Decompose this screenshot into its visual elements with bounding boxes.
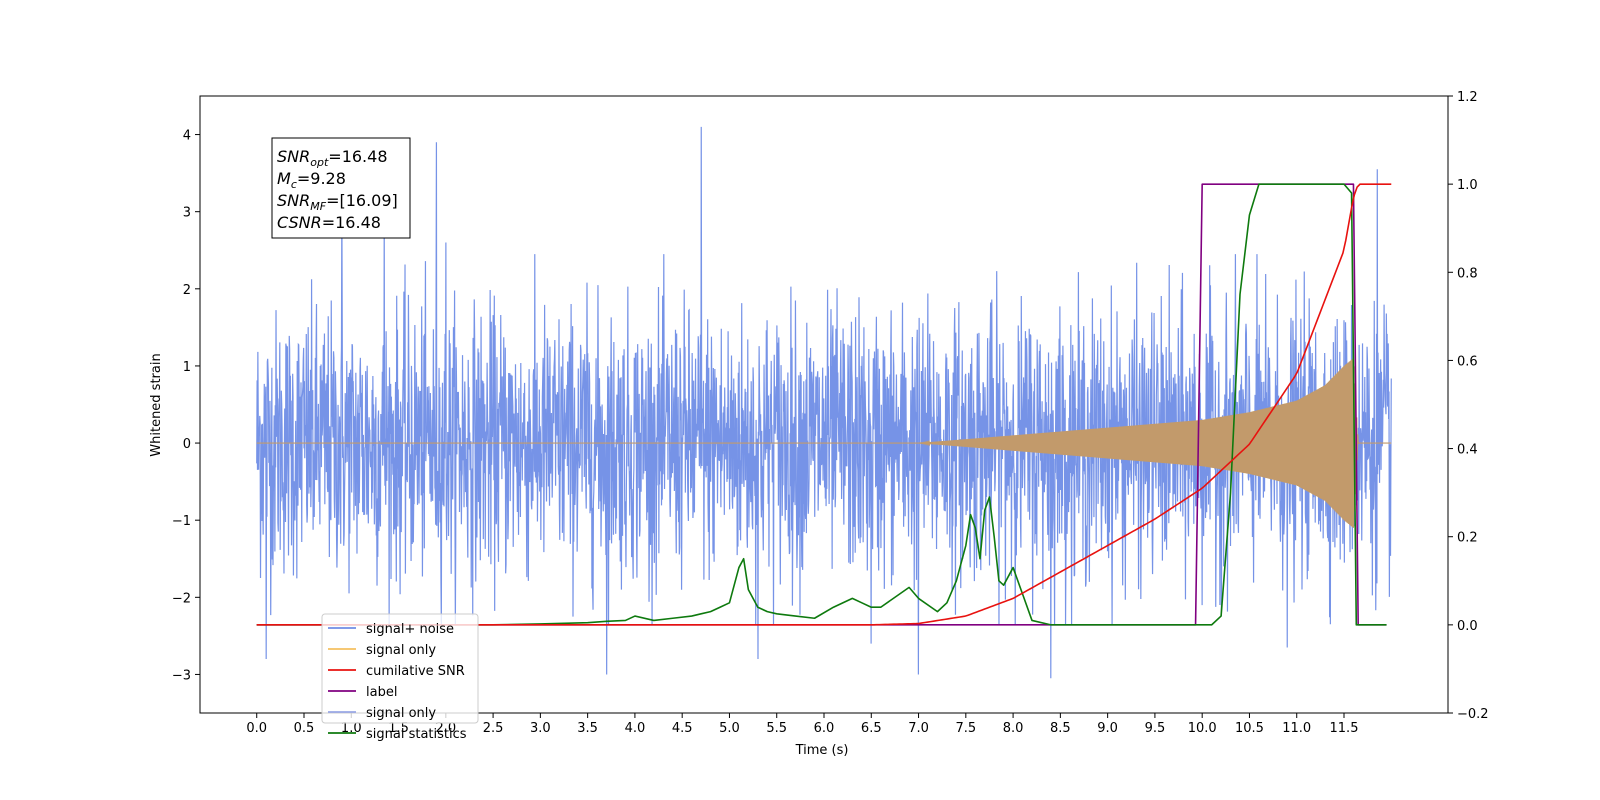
annotation-box: SNRopt=16.48Mc=9.28SNRMF=[16.09]CSNR=16.… <box>271 137 411 239</box>
x-tick-label: 0.0 <box>246 721 267 736</box>
y-left-tick-label: 3 <box>183 206 191 221</box>
x-tick-label: 3.5 <box>577 721 598 736</box>
y-left-tick-label: −1 <box>172 514 191 529</box>
y-right-tick-label: −0.2 <box>1457 707 1489 722</box>
annotation-value: =9.28 <box>297 169 346 188</box>
x-tick-label: 9.0 <box>1097 721 1118 736</box>
annotation-name: CSNR <box>277 213 322 232</box>
y-left-tick-label: −2 <box>172 591 191 606</box>
x-axis-label: Time (s) <box>795 743 849 758</box>
y-left-tick-label: −3 <box>172 668 191 683</box>
annotation-value: =[16.09] <box>326 191 398 210</box>
annotation-name: SNR <box>277 191 310 210</box>
annotation-sub: c <box>291 178 297 191</box>
y-left-tick-label: 4 <box>183 129 191 144</box>
annotation-line: SNRopt=16.48 <box>277 147 388 169</box>
x-tick-label: 10.0 <box>1188 721 1217 736</box>
x-axis: 0.0 0.5 1.0 1.5 2.0 2.5 3.0 3.5 4.0 4.5 5.0 5.5 6.0 6… <box>246 713 1358 736</box>
series-signal-statistics <box>256 183 1387 626</box>
annotation-line: CSNR=16.48 <box>277 213 381 232</box>
x-tick-label: 7.0 <box>908 721 929 736</box>
y-right-tick-label: 0.4 <box>1457 443 1478 458</box>
annotation-value: =16.48 <box>322 213 381 232</box>
legend: signal+ noise signal only cumilative SNR la… <box>321 613 479 742</box>
series-signal-only <box>256 358 1392 528</box>
x-tick-label: 1.5 <box>388 721 409 736</box>
annotation-name: SNR <box>277 147 310 166</box>
x-tick-label: 11.5 <box>1330 721 1359 736</box>
x-tick-label: 6.5 <box>861 721 882 736</box>
legend-entry: label <box>366 685 397 700</box>
y-right-tick-label: 0.8 <box>1457 266 1478 281</box>
x-tick-label: 8.0 <box>1003 721 1024 736</box>
y-axis-left: −3 −2 −1 0 1 2 3 4 <box>172 129 200 683</box>
x-tick-label: 8.5 <box>1050 721 1071 736</box>
annotation-line: SNRMF=[16.09] <box>277 191 398 213</box>
annotation-line: Mc=9.28 <box>277 169 346 191</box>
y-left-tick-label: 2 <box>183 283 191 298</box>
x-tick-label: 7.5 <box>955 721 976 736</box>
series-layer <box>256 126 1392 679</box>
x-tick-label: 4.5 <box>672 721 693 736</box>
x-tick-label: 6.0 <box>814 721 835 736</box>
y-left-tick-label: 1 <box>183 360 191 375</box>
legend-entry: cumilative SNR <box>366 664 465 679</box>
annotation-sub: MF <box>310 200 326 213</box>
x-tick-label: 4.0 <box>625 721 646 736</box>
annotation-sub: opt <box>310 156 329 169</box>
legend-entry: signal+ noise <box>366 622 454 637</box>
y-right-tick-label: 0.2 <box>1457 531 1478 546</box>
y-axis-label: Whitened strain <box>149 353 164 456</box>
legend-entry: signal only <box>366 706 436 721</box>
x-tick-label: 2.5 <box>483 721 504 736</box>
legend-entry: signal only <box>366 643 436 658</box>
series-signal-noise <box>256 126 1392 679</box>
y-right-tick-label: 1.0 <box>1457 178 1478 193</box>
y-left-tick-label: 0 <box>183 437 191 452</box>
x-tick-label: 9.5 <box>1145 721 1166 736</box>
x-tick-label: 0.5 <box>294 721 315 736</box>
y-right-tick-label: 1.2 <box>1457 90 1478 105</box>
y-right-tick-label: 0.6 <box>1457 354 1478 369</box>
x-tick-label: 2.0 <box>435 721 456 736</box>
x-tick-label: 10.5 <box>1235 721 1264 736</box>
legend-entry: signal statistics <box>366 727 467 742</box>
annotation-name: M <box>277 169 291 188</box>
x-tick-label: 3.0 <box>530 721 551 736</box>
x-tick-label: 5.5 <box>766 721 787 736</box>
x-tick-label: 5.0 <box>719 721 740 736</box>
x-tick-label: 11.0 <box>1282 721 1311 736</box>
y-right-tick-label: 0.0 <box>1457 619 1478 634</box>
y-axis-right: −0.2 0.0 0.2 0.4 0.6 0.8 1.0 1.2 <box>1448 90 1489 722</box>
annotation-value: =16.48 <box>328 147 387 166</box>
